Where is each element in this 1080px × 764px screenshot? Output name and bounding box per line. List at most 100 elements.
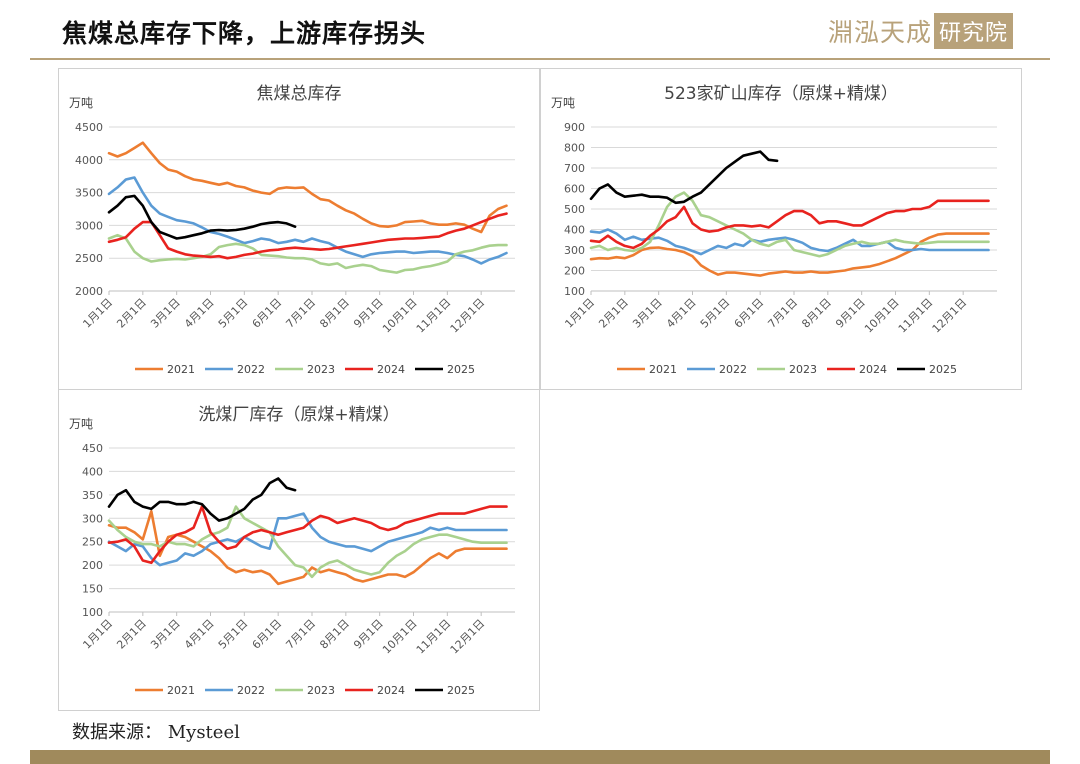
y-tick-label: 400	[564, 224, 585, 237]
legend-label-2025: 2025	[929, 363, 957, 376]
x-tick-label: 4月1日	[182, 617, 217, 652]
y-tick-label: 4000	[75, 154, 103, 167]
x-tick-label: 11月1日	[414, 617, 454, 657]
legend-label-2022: 2022	[237, 684, 265, 697]
y-tick-label: 200	[564, 265, 585, 278]
y-tick-label: 700	[564, 162, 585, 175]
series-line-2022	[107, 176, 508, 265]
x-tick-label: 1月1日	[562, 296, 597, 331]
series-line-2024	[107, 505, 508, 565]
legend-label-2023: 2023	[307, 363, 335, 376]
x-tick-label: 12月1日	[448, 296, 488, 336]
y-tick-label: 500	[564, 203, 585, 216]
x-tick-label: 3月1日	[630, 296, 665, 331]
chart-panel-mines: 523家矿山库存（原煤+精煤） 万吨 100 200 300 400 500 600 700 80…	[540, 68, 1022, 390]
y-tick-label: 600	[564, 183, 585, 196]
y-tick-label: 800	[564, 142, 585, 155]
footer-bar	[30, 750, 1050, 764]
chart-mines-svg: 523家矿山库存（原煤+精煤） 万吨 100 200 300 400 500 600 700 80…	[551, 84, 997, 376]
x-tick-label: 5月1日	[698, 296, 733, 331]
x-tick-label: 3月1日	[148, 617, 183, 652]
x-tick-label: 6月1日	[250, 617, 285, 652]
chart-panel-washery: 洗煤厂库存（原煤+精煤） 万吨 100 150 200 250 300 350 400 450 1月…	[58, 389, 540, 711]
brand-logo: 淵泓天成 研究院	[828, 12, 1014, 50]
series-line-2024	[589, 199, 990, 250]
x-tick-label: 12月1日	[930, 296, 970, 336]
legend-label-2024: 2024	[859, 363, 887, 376]
page-title: 焦煤总库存下降，上游库存拐头	[62, 19, 427, 48]
chart-washery-svg: 洗煤厂库存（原煤+精煤） 万吨 100 150 200 250 300 350 400 450 1月…	[69, 405, 515, 697]
chart-panel-total: 焦煤总库存万吨 2000 2500 3000 3500 4000 4500 1月1日 2月1日 3…	[58, 68, 540, 390]
y-tick-label: 100	[564, 285, 585, 298]
x-tick-label: 7月1日	[283, 296, 318, 331]
x-tick-label: 8月1日	[317, 617, 352, 652]
x-tick-label: 1月1日	[80, 296, 115, 331]
x-tick-label: 10月1日	[380, 617, 420, 657]
x-tick-label: 4月1日	[182, 296, 217, 331]
y-unit-label: 万吨	[69, 417, 93, 431]
legend-label-2025: 2025	[447, 684, 475, 697]
x-tick-label: 4月1日	[664, 296, 699, 331]
x-tick-label: 10月1日	[862, 296, 902, 336]
x-tick-label: 2月1日	[114, 617, 149, 652]
y-tick-label: 200	[82, 559, 103, 572]
legend-label-2023: 2023	[307, 684, 335, 697]
legend-label-2022: 2022	[719, 363, 747, 376]
legend-label-2021: 2021	[649, 363, 677, 376]
x-tick-label: 8月1日	[317, 296, 352, 331]
series-line-2023	[589, 191, 990, 258]
y-tick-label: 3000	[75, 219, 103, 232]
x-tick-label: 2月1日	[114, 296, 149, 331]
series-line-2024	[107, 212, 508, 260]
legend-label-2025: 2025	[447, 363, 475, 376]
header-divider	[30, 58, 1050, 60]
y-tick-label: 350	[82, 489, 103, 502]
y-unit-label: 万吨	[69, 96, 93, 110]
x-tick-label: 2月1日	[596, 296, 631, 331]
y-tick-label: 2000	[75, 285, 103, 298]
y-tick-label: 2500	[75, 252, 103, 265]
logo-box: 研究院	[934, 13, 1014, 49]
data-source: 数据来源： Mysteel	[72, 722, 240, 743]
x-tick-label: 6月1日	[732, 296, 767, 331]
series-line-2022	[107, 512, 508, 567]
x-tick-label: 11月1日	[896, 296, 936, 336]
y-tick-label: 900	[564, 121, 585, 134]
chart-title: 焦煤总库存	[257, 84, 342, 104]
y-tick-label: 300	[82, 512, 103, 525]
chart-title: 洗煤厂库存（原煤+精煤）	[198, 405, 399, 425]
x-tick-label: 12月1日	[448, 617, 488, 657]
legend-label-2024: 2024	[377, 363, 405, 376]
x-tick-label: 7月1日	[765, 296, 800, 331]
series-line-2025	[589, 150, 779, 205]
y-tick-label: 4500	[75, 121, 103, 134]
logo-text: 淵泓天成	[828, 18, 933, 47]
x-tick-label: 8月1日	[799, 296, 834, 331]
y-tick-label: 3500	[75, 187, 103, 200]
y-tick-label: 400	[82, 465, 103, 478]
series-line-2022	[589, 228, 990, 256]
y-tick-label: 300	[564, 244, 585, 257]
series-line-2023	[107, 233, 508, 274]
legend-label-2022: 2022	[237, 363, 265, 376]
legend-label-2024: 2024	[377, 684, 405, 697]
series-line-2021	[589, 232, 990, 277]
legend-label-2021: 2021	[167, 363, 195, 376]
x-tick-label: 5月1日	[216, 617, 251, 652]
series-line-2025	[107, 477, 297, 522]
x-tick-label: 5月1日	[216, 296, 251, 331]
chart-title: 523家矿山库存（原煤+精煤）	[664, 84, 898, 104]
x-tick-label: 6月1日	[250, 296, 285, 331]
x-tick-label: 10月1日	[380, 296, 420, 336]
legend-label-2023: 2023	[789, 363, 817, 376]
y-tick-label: 250	[82, 536, 103, 549]
y-tick-label: 150	[82, 583, 103, 596]
x-tick-label: 3月1日	[148, 296, 183, 331]
series-line-2021	[107, 141, 508, 234]
y-unit-label: 万吨	[551, 96, 575, 110]
legend-label-2021: 2021	[167, 684, 195, 697]
series-line-2023	[107, 505, 508, 579]
x-tick-label: 1月1日	[80, 617, 115, 652]
series-line-2025	[107, 194, 297, 240]
